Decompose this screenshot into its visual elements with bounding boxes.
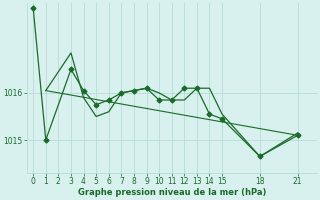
X-axis label: Graphe pression niveau de la mer (hPa): Graphe pression niveau de la mer (hPa) [77,188,266,197]
